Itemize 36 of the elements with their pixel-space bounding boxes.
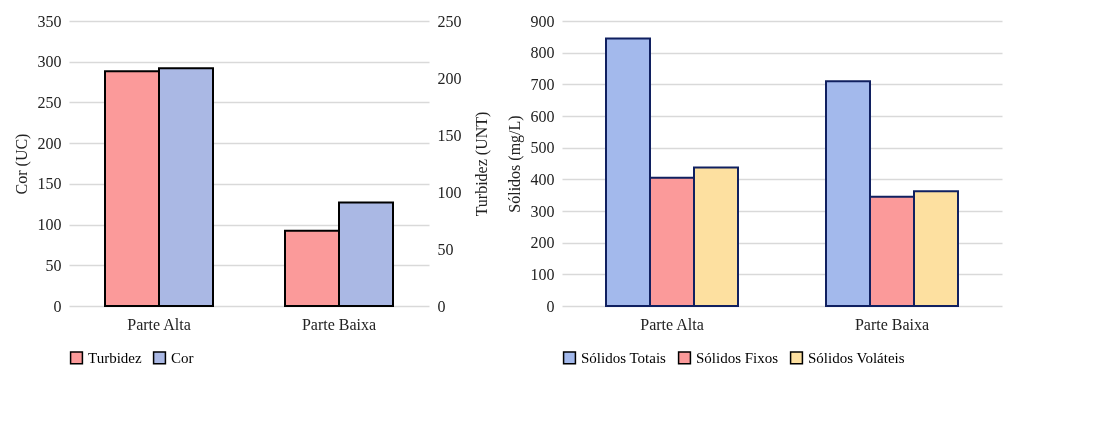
y2-tick-label: 100 (437, 183, 462, 201)
y-tick-label: 200 (37, 134, 62, 152)
y2-tick-label: 0 (437, 297, 446, 315)
y2-tick-label: 250 (437, 12, 462, 30)
y-tick-label: 350 (37, 12, 62, 30)
y-tick-label: 800 (530, 44, 555, 62)
x-tick-label: Parte Alta (640, 315, 704, 333)
y-tick-label: 600 (530, 107, 555, 125)
x-tick-label: Parte Baixa (854, 315, 930, 333)
legend-label: Cor (171, 349, 194, 366)
y-tick-label: 700 (530, 75, 555, 93)
y-tick-label: 250 (37, 93, 62, 111)
y-tick-label: 100 (530, 265, 555, 283)
y-tick-label: 400 (530, 170, 555, 188)
y-tick-label: 300 (530, 202, 555, 220)
y-tick-label: 300 (37, 53, 62, 71)
y-tick-label: 200 (530, 234, 555, 252)
legend-label: Sólidos Totais (581, 349, 667, 366)
legend-label: Sólidos Fixos (696, 349, 779, 366)
legend-label: Turbidez (88, 349, 142, 366)
y-tick-label: 50 (45, 256, 62, 274)
y-tick-label: 100 (37, 216, 62, 234)
y-axis-title: Cor (UC) (12, 133, 31, 195)
y-tick-label: 0 (546, 297, 555, 315)
y-tick-label: 900 (530, 12, 555, 30)
x-tick-label: Parte Alta (127, 315, 191, 333)
y-tick-label: 500 (530, 139, 555, 157)
y-axis-title: Sólidos (mg/L) (505, 115, 524, 213)
y2-axis-title: Turbidez (UNT) (472, 111, 491, 217)
x-tick-label: Parte Baixa (301, 315, 377, 333)
y2-tick-label: 150 (437, 126, 462, 144)
legend-label: Sólidos Voláteis (808, 349, 905, 366)
y2-tick-label: 50 (437, 240, 454, 258)
y2-tick-label: 200 (437, 69, 462, 87)
y-tick-label: 150 (37, 175, 62, 193)
y-tick-label: 0 (53, 297, 62, 315)
